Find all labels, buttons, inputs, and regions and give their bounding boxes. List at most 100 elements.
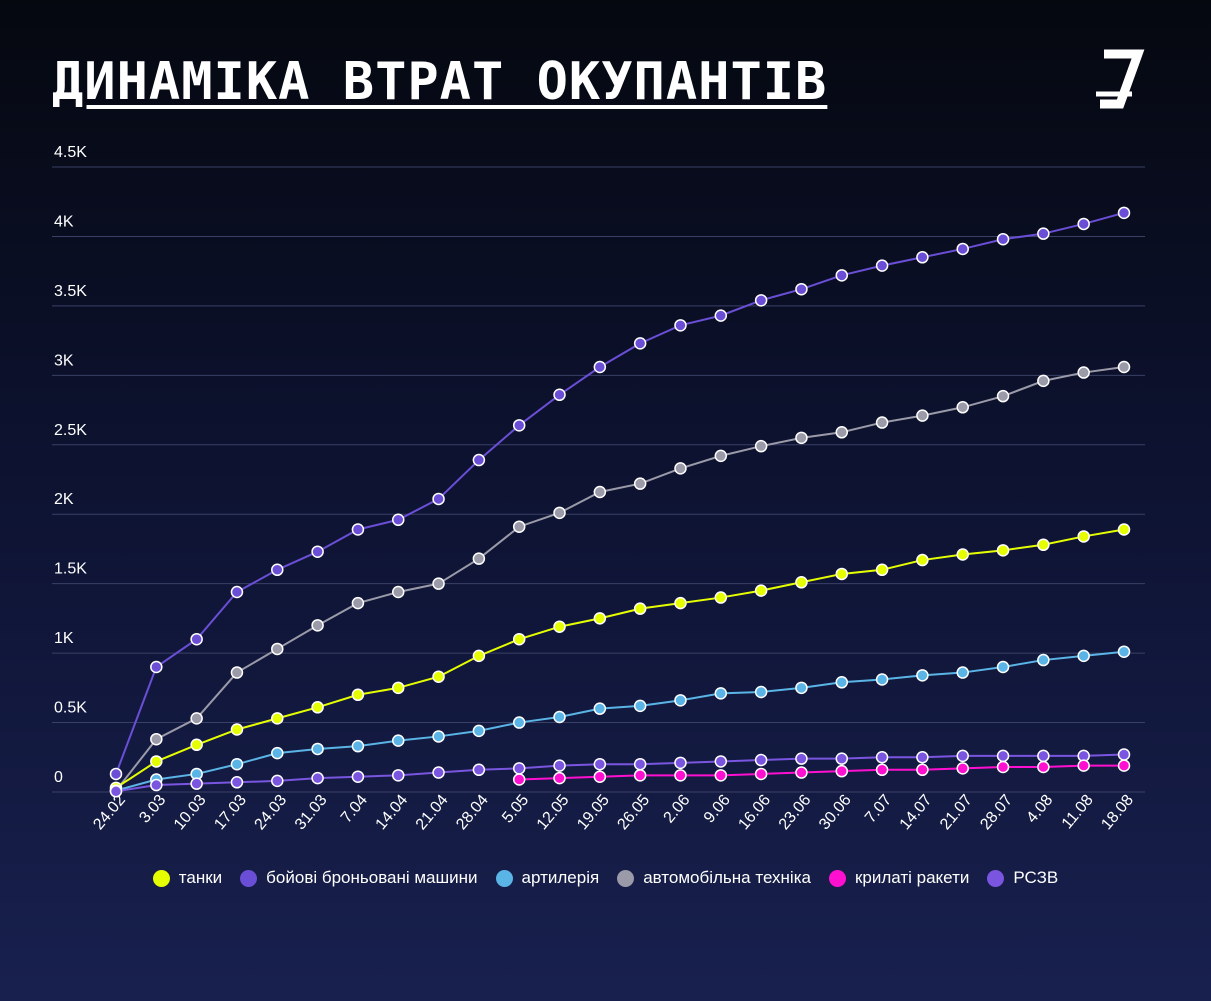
y-tick-label: 2.5K (54, 422, 87, 439)
data-point (996, 544, 1010, 557)
data-point (633, 477, 647, 490)
data-point (714, 755, 728, 768)
data-point (875, 673, 889, 686)
y-tick-label: 0.5K (54, 700, 87, 717)
data-point (512, 632, 526, 646)
series-line (115, 366, 1125, 792)
data-point (633, 602, 647, 615)
chart-title: ДИНАМІКА ВТРАТ ОКУПАНТІВ (52, 52, 828, 112)
data-point (230, 776, 244, 789)
data-point (271, 563, 284, 577)
data-point (835, 764, 849, 778)
series-line (115, 528, 1125, 789)
data-point (391, 585, 405, 599)
data-point (553, 771, 566, 785)
data-point (633, 757, 647, 771)
data-point (795, 576, 808, 589)
x-tick-label: 21.04 (413, 792, 452, 834)
data-point (351, 770, 365, 783)
data-point (795, 282, 808, 296)
data-point (271, 774, 284, 788)
legend-label: крилаті ракети (854, 868, 970, 887)
series-line (115, 753, 1125, 793)
data-point (1037, 760, 1050, 774)
series-4 (109, 748, 1131, 798)
data-point (714, 449, 728, 463)
data-point (754, 294, 768, 307)
series-line (519, 764, 1124, 781)
data-point (351, 596, 365, 610)
x-tick-label: 7.07 (862, 792, 895, 827)
data-point (1117, 360, 1131, 374)
series-5 (512, 759, 1131, 786)
data-point (150, 660, 163, 674)
y-tick-label: 1K (54, 630, 74, 647)
data-point (432, 766, 445, 779)
data-point (1077, 530, 1090, 543)
legend-item: РСЗВ (987, 868, 1058, 888)
data-point (674, 462, 687, 475)
y-tick-label: 3K (54, 352, 74, 369)
data-point (674, 319, 687, 332)
data-point (230, 666, 244, 679)
data-point (795, 681, 808, 695)
data-point (432, 730, 445, 743)
data-point (916, 553, 929, 567)
x-tick-label: 26.05 (614, 792, 653, 834)
x-tick-label: 4.08 (1023, 792, 1056, 827)
data-point (512, 716, 526, 729)
data-point (674, 769, 687, 782)
x-tick-label: 12.05 (534, 792, 573, 834)
data-point (1037, 653, 1050, 667)
data-point (754, 767, 768, 781)
series-3 (109, 645, 1131, 797)
x-tick-label: 7.04 (338, 792, 371, 827)
legend-label: танки (178, 868, 223, 887)
data-point (150, 732, 163, 746)
data-point (1077, 217, 1090, 231)
data-point (432, 577, 445, 590)
data-point (311, 701, 324, 714)
x-tick-label: 17.03 (211, 792, 250, 834)
data-point (875, 751, 889, 764)
x-tick-label: 3.03 (136, 792, 169, 827)
data-point (1037, 374, 1050, 388)
x-tick-label: 16.06 (735, 792, 774, 834)
data-point (795, 431, 808, 445)
x-tick-label: 19.05 (574, 792, 613, 834)
x-tick-label: 23.06 (776, 792, 815, 834)
data-point (311, 771, 324, 785)
data-point (835, 426, 849, 439)
series-line (115, 650, 1125, 792)
data-point (1117, 645, 1131, 658)
data-point (633, 337, 647, 350)
legend-item: танки (152, 868, 223, 888)
data-point (512, 773, 526, 786)
legend-item: артилерія (495, 868, 599, 888)
legend-item: автомобільна техніка (617, 868, 811, 888)
data-point (674, 756, 687, 770)
data-point (916, 409, 929, 422)
data-point (1037, 227, 1050, 240)
data-point (593, 757, 607, 771)
x-tick-label: 5.05 (499, 792, 532, 827)
data-point (190, 712, 203, 725)
data-point (311, 545, 324, 558)
data-point (916, 751, 929, 764)
data-point (996, 660, 1010, 674)
data-point (714, 769, 728, 782)
data-point (472, 552, 486, 565)
data-point (150, 755, 163, 768)
legend-marker (495, 869, 513, 887)
x-tick-label: 24.03 (252, 792, 291, 834)
data-point (956, 666, 969, 679)
x-tick-label: 2.06 (661, 792, 694, 827)
y-tick-label: 0 (54, 769, 63, 786)
data-point (714, 309, 728, 322)
data-point (150, 778, 163, 792)
data-point (1117, 748, 1131, 761)
data-point (835, 567, 849, 581)
data-point (512, 520, 526, 533)
series-0 (109, 206, 1131, 781)
x-tick-label: 14.04 (373, 792, 412, 834)
